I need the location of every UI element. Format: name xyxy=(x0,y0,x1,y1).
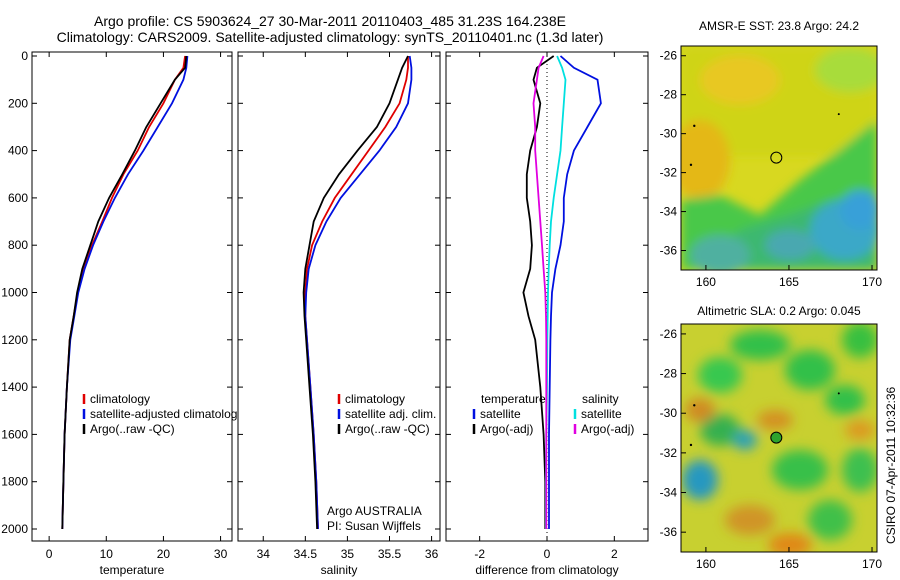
x-tick-label: 165 xyxy=(779,557,799,571)
temperature-panel-frame xyxy=(31,51,233,542)
y-tick-label: -28 xyxy=(660,88,678,102)
x-tick-label: 35.5 xyxy=(378,547,402,561)
legend-entry: Argo(..raw -QC) xyxy=(345,422,430,436)
y-tick-label: 2000 xyxy=(1,522,28,536)
legend-entry: Argo(-adj) xyxy=(480,422,533,436)
y-tick-label: -26 xyxy=(660,49,678,63)
island-marker xyxy=(837,392,840,395)
x-tick-label: 0 xyxy=(544,547,551,561)
series-line xyxy=(61,55,188,530)
y-tick-label: 200 xyxy=(8,96,28,110)
series-line xyxy=(522,55,555,529)
y-tick-label: -32 xyxy=(660,446,678,460)
x-tick-label: 30 xyxy=(214,547,228,561)
y-tick-label: -34 xyxy=(660,486,678,500)
sst-map-frame xyxy=(680,45,878,271)
y-tick-label: 1000 xyxy=(1,286,28,300)
island-marker xyxy=(689,443,693,447)
y-tick-label: 1400 xyxy=(1,380,28,394)
x-tick-label: 36 xyxy=(425,547,439,561)
x-tick-label: -2 xyxy=(474,547,485,561)
x-axis-label: salinity xyxy=(321,563,358,577)
x-axis-label: temperature xyxy=(100,563,165,577)
x-tick-label: 20 xyxy=(157,547,171,561)
legend-entry: Argo(-adj) xyxy=(581,422,634,436)
y-tick-label: 400 xyxy=(8,144,28,158)
y-tick-label: 1600 xyxy=(1,427,28,441)
footer-credit: CSIRO 07-Apr-2011 10:32:36 xyxy=(884,386,898,544)
x-tick-label: 170 xyxy=(862,275,882,289)
island-marker xyxy=(837,113,840,116)
x-axis-label: difference from climatology xyxy=(475,563,618,577)
y-tick-label: 1200 xyxy=(1,333,28,347)
x-tick-label: 34 xyxy=(257,547,271,561)
y-tick-label: 800 xyxy=(8,238,28,252)
y-tick-label: -34 xyxy=(660,205,678,219)
x-tick-label: 170 xyxy=(862,557,882,571)
x-tick-label: 34.5 xyxy=(294,547,318,561)
series-line xyxy=(548,55,602,529)
chart-marks: 0 10 20 30temperature0200400600800100012001… xyxy=(1,19,882,577)
legend-entry: climatology xyxy=(90,392,150,406)
series-line xyxy=(532,55,548,529)
island-marker xyxy=(693,124,696,128)
legend-heading: salinity xyxy=(582,392,619,406)
legend-entry: satellite-adjusted climatolog xyxy=(90,407,237,421)
legend-entry: satellite adj. clim. xyxy=(345,407,436,421)
y-tick-label: -28 xyxy=(660,367,678,381)
salinity-panel-frame xyxy=(237,51,441,542)
argo-float-marker xyxy=(770,431,783,444)
y-tick-label: 0 xyxy=(21,49,28,63)
chart-title-line1: Argo profile: CS 5903624_27 30-Mar-2011 … xyxy=(94,13,566,29)
chart-title-line2: Climatology: CARS2009. Satellite-adjuste… xyxy=(56,29,604,45)
x-tick-label: 35 xyxy=(341,547,355,561)
series-line xyxy=(302,55,409,530)
x-tick-label: 0 xyxy=(46,547,53,561)
y-tick-label: -36 xyxy=(660,525,678,539)
legend-entry: Argo(..raw -QC) xyxy=(90,422,175,436)
x-tick-label: 10 xyxy=(100,547,114,561)
legend-entry: satellite xyxy=(480,407,521,421)
map-title: Altimetric SLA: 0.2 Argo: 0.045 xyxy=(697,304,861,318)
y-tick-label: -30 xyxy=(660,406,678,420)
island-marker xyxy=(689,163,693,167)
y-tick-label: 1800 xyxy=(1,475,28,489)
island-marker xyxy=(693,404,696,407)
x-tick-label: 2 xyxy=(611,547,618,561)
annotation-text: Argo AUSTRALIA xyxy=(327,504,422,518)
y-tick-label: -30 xyxy=(660,127,678,141)
y-tick-label: 600 xyxy=(8,191,28,205)
sla-map-frame xyxy=(680,323,878,553)
x-tick-label: 160 xyxy=(696,557,716,571)
argo-float-marker xyxy=(770,151,783,164)
annotation-text: PI: Susan Wijffels xyxy=(327,519,421,533)
x-tick-label: 160 xyxy=(696,275,716,289)
legend-heading: temperature xyxy=(481,392,546,406)
legend-entry: climatology xyxy=(345,392,405,406)
y-tick-label: -36 xyxy=(660,244,678,258)
legend-entry: satellite xyxy=(581,407,622,421)
sst-heatmap xyxy=(681,46,877,270)
x-tick-label: 165 xyxy=(779,275,799,289)
map-title: AMSR-E SST: 23.8 Argo: 24.2 xyxy=(699,19,859,33)
y-tick-label: -32 xyxy=(660,166,678,180)
y-tick-label: -26 xyxy=(660,327,678,341)
